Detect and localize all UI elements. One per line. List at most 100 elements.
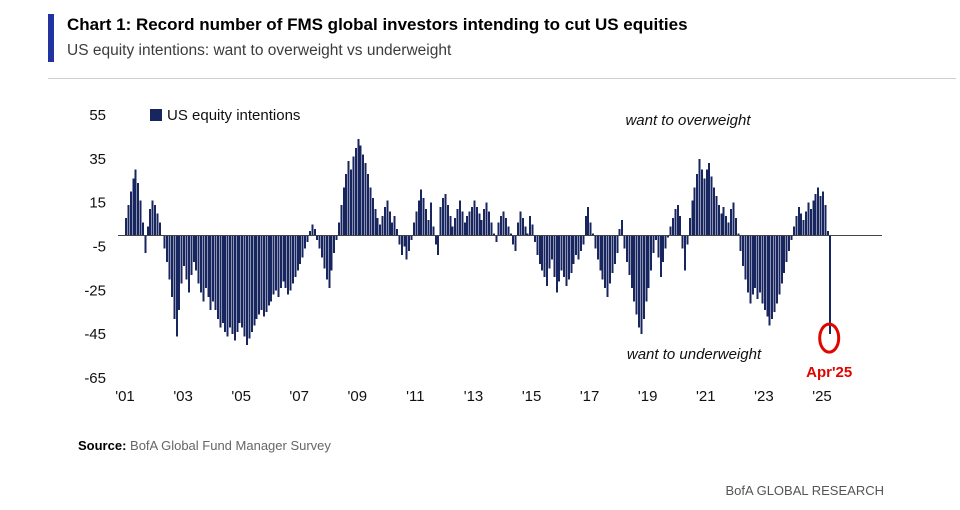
bar [531, 224, 534, 236]
x-axis-tick-label: '19 [638, 388, 658, 405]
bar [676, 204, 679, 236]
bar [437, 235, 440, 256]
bar [233, 235, 236, 341]
bar [739, 235, 742, 251]
bar [507, 226, 510, 236]
bar [432, 226, 435, 236]
bar [686, 235, 689, 245]
bar [746, 235, 749, 293]
bar [381, 215, 384, 236]
bar [628, 235, 631, 275]
bar [579, 235, 582, 251]
bar [306, 235, 309, 243]
bar [722, 207, 725, 236]
bar [751, 235, 754, 295]
bar [221, 235, 224, 324]
bar [408, 235, 411, 251]
bar [742, 235, 745, 267]
y-axis-tick-label: 35 [89, 151, 106, 168]
bar [260, 235, 263, 311]
bar [333, 235, 336, 254]
bar [592, 233, 595, 236]
bar [236, 235, 239, 332]
bar [829, 235, 832, 335]
bar [241, 235, 244, 328]
bar [492, 233, 495, 236]
bar [229, 235, 232, 328]
bar [183, 235, 186, 267]
bar [246, 235, 248, 346]
bar [756, 235, 759, 300]
bar [710, 176, 713, 236]
bar [272, 235, 275, 295]
bar [599, 235, 602, 271]
bar [824, 204, 827, 236]
bar [635, 235, 638, 315]
bar [127, 204, 130, 236]
bar [166, 235, 169, 262]
title-accent-bar [48, 14, 54, 62]
source-label: Source: [78, 438, 127, 453]
bar [526, 233, 529, 236]
bar [688, 217, 691, 236]
bar [185, 235, 188, 280]
y-axis-tick-label: -45 [84, 326, 106, 343]
bar [667, 235, 670, 238]
bar [792, 226, 795, 236]
bar [200, 235, 203, 293]
bar [654, 235, 657, 240]
bar [204, 235, 207, 289]
bar [517, 222, 520, 236]
bar [577, 235, 580, 260]
bar [567, 235, 570, 280]
bar [386, 200, 389, 236]
bar [773, 235, 776, 313]
bar [202, 235, 205, 302]
bar [565, 235, 568, 286]
bar [633, 235, 636, 302]
bar [538, 235, 541, 264]
bar [214, 235, 217, 311]
bar [475, 207, 478, 236]
bar [248, 235, 251, 339]
bar [316, 235, 319, 240]
bar [209, 235, 212, 311]
bar [800, 213, 803, 236]
bar [647, 235, 650, 289]
bar [364, 163, 367, 236]
bar [340, 204, 343, 236]
highlight-label: Apr'25 [806, 364, 852, 381]
bar [783, 235, 786, 273]
bar [650, 235, 653, 271]
bar [587, 207, 590, 236]
bar [693, 187, 696, 236]
bar [125, 217, 127, 236]
bar [405, 235, 408, 260]
x-axis-tick-label: '11 [406, 388, 424, 405]
bar [625, 235, 628, 262]
bar [350, 169, 353, 236]
bar [497, 222, 500, 236]
bar [555, 235, 558, 293]
bar [732, 202, 735, 236]
bar [212, 235, 215, 302]
x-axis-tick-label: '13 [464, 388, 484, 405]
bar [458, 200, 461, 236]
bar [291, 235, 294, 284]
bar [337, 222, 340, 236]
bar [258, 235, 261, 315]
bar [797, 207, 800, 236]
bar [170, 235, 173, 297]
bar [367, 174, 369, 236]
bar [149, 209, 152, 236]
bar [657, 235, 660, 258]
bar [541, 235, 544, 271]
bar [512, 235, 515, 245]
bar [439, 207, 442, 236]
bar [737, 233, 740, 236]
bar [195, 235, 198, 271]
bar [224, 235, 227, 332]
highlight-circle [818, 322, 841, 354]
bar [192, 235, 195, 262]
